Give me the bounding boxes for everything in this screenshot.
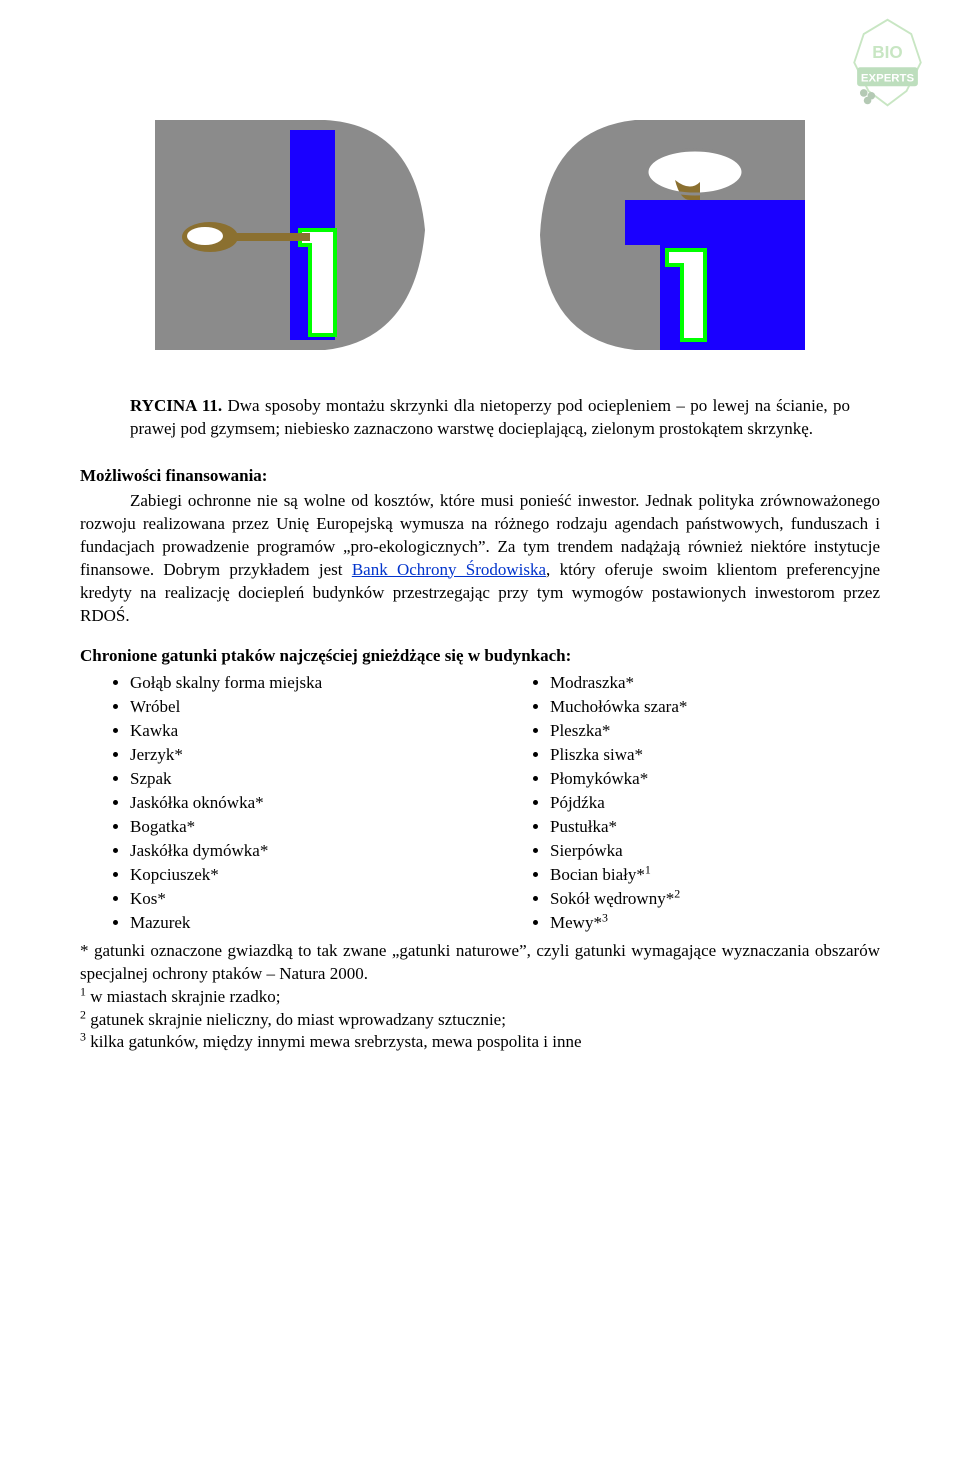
list-item: Szpak (130, 768, 460, 791)
financing-heading: Możliwości finansowania: (80, 465, 880, 488)
list-item: Kawka (130, 720, 460, 743)
diagram-left (155, 100, 435, 365)
figure-text: Dwa sposoby montażu skrzynki dla nietope… (130, 396, 850, 438)
list-item: Sierpówka (550, 840, 880, 863)
list-item: Gołąb skalny forma miejska (130, 672, 460, 695)
species-columns: Gołąb skalny forma miejskaWróbelKawkaJer… (80, 672, 880, 935)
list-item: Modraszka* (550, 672, 880, 695)
list-item: Bogatka* (130, 816, 460, 839)
list-item: Jaskółka dymówka* (130, 840, 460, 863)
species-col-left: Gołąb skalny forma miejskaWróbelKawkaJer… (80, 672, 460, 935)
list-item: Bocian biały*1 (550, 864, 880, 887)
footnote-2: 2 gatunek skrajnie nieliczny, do miast w… (80, 1009, 880, 1032)
footnote-3: 3 kilka gatunków, między innymi mewa sre… (80, 1031, 880, 1054)
list-item: Kopciuszek* (130, 864, 460, 887)
footnotes: * gatunki oznaczone gwiazdką to tak zwan… (80, 940, 880, 1055)
list-item: Pójdźka (550, 792, 880, 815)
bank-link[interactable]: Bank Ochrony Środowiska (352, 560, 546, 579)
diagram-right (525, 100, 805, 365)
list-item: Pleszka* (550, 720, 880, 743)
diagram-row (80, 100, 880, 365)
list-item: Muchołówka szara* (550, 696, 880, 719)
list-item: Jerzyk* (130, 744, 460, 767)
list-item: Pliszka siwa* (550, 744, 880, 767)
footnote-1: 1 w miastach skrajnie rzadko; (80, 986, 880, 1009)
figure-caption: RYCINA 11. Dwa sposoby montażu skrzynki … (130, 395, 880, 441)
list-item: Jaskółka oknówka* (130, 792, 460, 815)
list-item: Sokół wędrowny*2 (550, 888, 880, 911)
list-item: Płomykówka* (550, 768, 880, 791)
list-item: Pustułka* (550, 816, 880, 839)
species-col-right: Modraszka*Muchołówka szara*Pleszka*Plisz… (500, 672, 880, 935)
list-item: Kos* (130, 888, 460, 911)
list-item: Wróbel (130, 696, 460, 719)
logo-text-bottom: EXPERTS (861, 73, 915, 85)
list-item: Mazurek (130, 912, 460, 935)
footnote-asterisk: * gatunki oznaczone gwiazdką to tak zwan… (80, 940, 880, 986)
financing-paragraph: Zabiegi ochronne nie są wolne od kosztów… (80, 490, 880, 628)
species-heading: Chronione gatunki ptaków najczęściej gni… (80, 645, 880, 668)
figure-label: RYCINA 11. (130, 396, 222, 415)
logo-text-top: BIO (872, 43, 902, 62)
logo-watermark: BIO EXPERTS (840, 15, 935, 110)
list-item: Mewy*3 (550, 912, 880, 935)
